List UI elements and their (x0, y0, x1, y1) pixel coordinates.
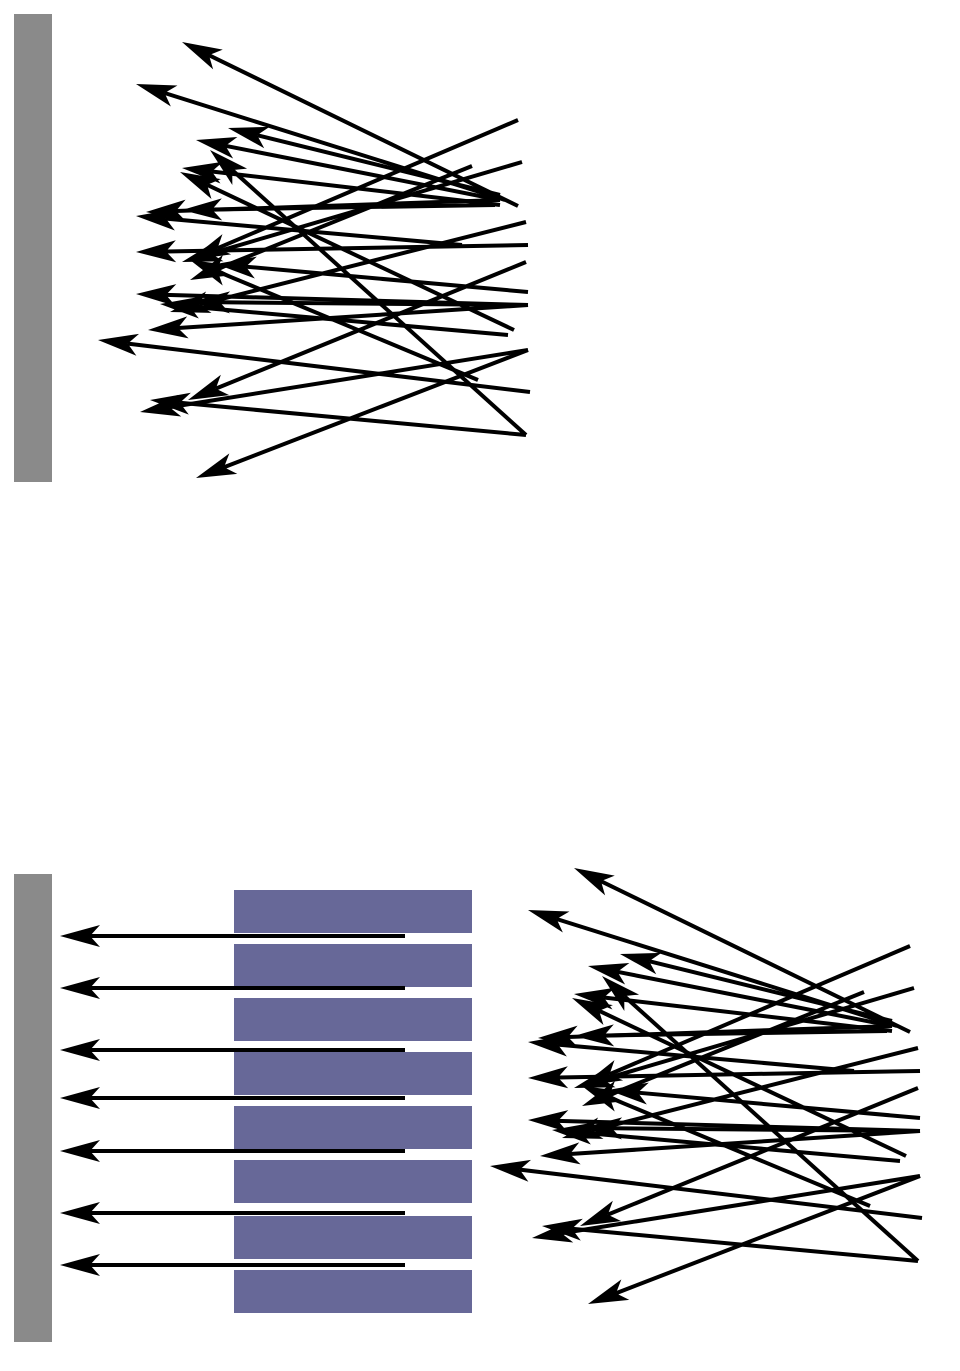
block (234, 1052, 472, 1095)
scattered-arrow-shaft (217, 164, 473, 271)
straight-arrow-arrowhead-icon (60, 925, 100, 947)
scattered-arrow-arrowhead-icon (528, 1034, 569, 1057)
scattered-arrow-shaft (189, 304, 509, 337)
scattered-arrow-shaft (603, 995, 893, 1033)
scattered-arrow-arrowhead-icon (608, 1082, 649, 1105)
scattered-arrow-shaft (198, 220, 527, 307)
scattered-arrows-top (98, 42, 531, 478)
scattered-arrow-arrowhead-icon (182, 42, 223, 70)
scattered-arrow-shaft (245, 264, 529, 294)
scattered-arrow-shaft (611, 1126, 921, 1133)
scattered-arrow-shaft (598, 1009, 907, 1158)
scattered-arrow-arrowhead-icon (542, 1218, 583, 1241)
scattered-arrow-arrowhead-icon (136, 284, 177, 307)
scattered-arrow-shaft (223, 348, 529, 470)
scattered-arrow-arrowhead-icon (528, 1066, 569, 1089)
scattered-arrow-shaft (208, 53, 519, 208)
block (234, 944, 472, 987)
scattered-arrow-arrowhead-icon (150, 392, 191, 415)
block (234, 1106, 472, 1149)
scattered-arrow-arrowhead-icon (148, 316, 189, 339)
scattered-arrow-shaft (256, 133, 501, 197)
scattered-arrow-shaft (648, 959, 893, 1023)
block (234, 1160, 472, 1203)
straight-arrows-bottom (60, 925, 405, 1276)
scattered-arrow-arrowhead-icon (552, 1122, 593, 1145)
scattered-arrow-arrowhead-icon (574, 868, 615, 896)
scattered-arrow-shaft (637, 1090, 921, 1120)
scattered-arrow-arrowhead-icon (572, 998, 613, 1026)
scattered-arrow-shaft (581, 1130, 901, 1163)
scattered-arrow-arrowhead-icon (228, 126, 270, 149)
scattered-arrow-shaft (609, 990, 865, 1097)
block (234, 1216, 472, 1259)
scattered-arrow-arrowhead-icon (580, 1200, 622, 1226)
scattered-arrow-arrowhead-icon (216, 256, 257, 279)
straight-arrow-arrowhead-icon (60, 1254, 100, 1276)
scattered-arrow-arrowhead-icon (620, 952, 662, 975)
scattered-arrow-arrowhead-icon (210, 150, 248, 185)
scattered-arrow-shaft (622, 994, 920, 1263)
scattered-arrow-arrowhead-icon (190, 260, 232, 286)
block-stack (234, 890, 472, 1313)
straight-arrow-arrowhead-icon (60, 1202, 100, 1224)
scattered-arrow-arrowhead-icon (528, 910, 570, 933)
scattered-arrow-arrowhead-icon (136, 84, 178, 107)
scattered-arrow-arrowhead-icon (540, 1142, 581, 1165)
scattered-arrow-arrowhead-icon (588, 1279, 630, 1304)
scattered-arrow-shaft (219, 300, 529, 307)
straight-arrow-arrowhead-icon (60, 1087, 100, 1109)
scattered-arrow-shaft (617, 969, 893, 1028)
scattered-arrow-shaft (216, 269, 479, 382)
scattered-arrow-shaft (607, 1086, 919, 1217)
block (234, 890, 472, 933)
scattered-arrow-shaft (215, 260, 527, 391)
scattered-arrow-shaft (225, 143, 501, 202)
wall-top (14, 14, 52, 482)
scattered-arrow-arrowhead-icon (180, 172, 221, 200)
scattered-arrow-shaft (165, 243, 529, 254)
scattered-arrow-arrowhead-icon (196, 453, 238, 478)
scattered-arrows-bottom (490, 868, 923, 1304)
scattered-arrow-arrowhead-icon (196, 136, 238, 159)
straight-arrow-arrowhead-icon (60, 1039, 100, 1061)
scattered-arrow-shaft (230, 168, 528, 437)
straight-arrow-arrowhead-icon (60, 977, 100, 999)
scattered-arrow-shaft (600, 879, 911, 1034)
scattered-arrow-arrowhead-icon (582, 1086, 624, 1112)
scattered-arrow-arrowhead-icon (98, 333, 140, 356)
scattered-arrow-shaft (519, 1167, 923, 1220)
scattered-arrow-shaft (557, 1069, 921, 1080)
scattered-arrow-shaft (175, 198, 501, 213)
scattered-arrow-shaft (127, 341, 531, 394)
scattered-arrow-shaft (211, 169, 501, 207)
scattered-arrow-arrowhead-icon (136, 240, 177, 263)
scattered-arrow-shaft (557, 1042, 855, 1073)
scattered-arrow-shaft (206, 183, 515, 332)
wall-bottom (14, 874, 52, 1342)
scattered-arrow-arrowhead-icon (602, 976, 640, 1011)
scattered-arrow-shaft (165, 216, 463, 247)
scattered-arrow-arrowhead-icon (528, 1110, 569, 1133)
scattered-arrow-shaft (567, 1024, 893, 1039)
scattered-arrow-arrowhead-icon (588, 962, 630, 985)
scattered-arrow-shaft (608, 1095, 871, 1208)
straight-arrow-arrowhead-icon (60, 1140, 100, 1162)
block (234, 998, 472, 1041)
scattered-arrow-arrowhead-icon (188, 374, 230, 400)
scattered-arrow-shaft (590, 1046, 919, 1133)
scattered-arrow-shaft (615, 1174, 921, 1296)
scattered-arrow-arrowhead-icon (136, 208, 177, 231)
scattered-arrow-shaft (561, 1174, 921, 1236)
scattered-arrow-arrowhead-icon (490, 1159, 532, 1182)
block (234, 1270, 472, 1313)
scattered-arrow-shaft (169, 348, 529, 410)
scattered-arrow-arrowhead-icon (160, 296, 201, 319)
